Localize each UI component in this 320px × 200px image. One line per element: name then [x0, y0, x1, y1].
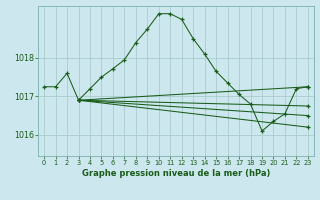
X-axis label: Graphe pression niveau de la mer (hPa): Graphe pression niveau de la mer (hPa): [82, 169, 270, 178]
